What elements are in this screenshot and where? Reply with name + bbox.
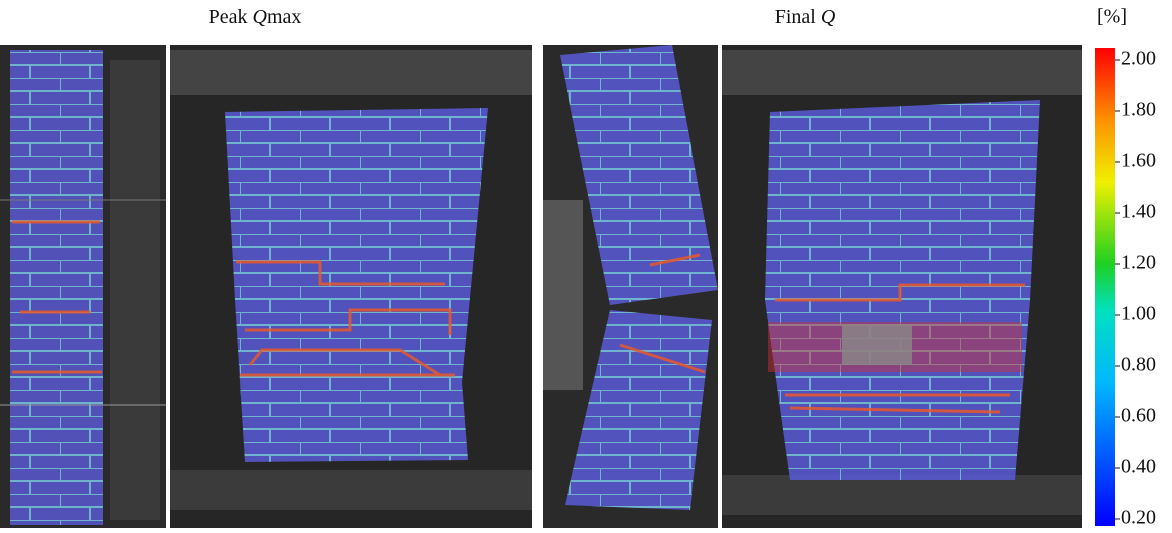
photo-front-peak — [170, 45, 532, 528]
title-symbol: Q — [253, 6, 268, 28]
photo-side-peak — [0, 45, 166, 528]
colorbar-tick-label: 0.20 — [1121, 507, 1156, 529]
colorbar — [1095, 48, 1115, 526]
title-text: Final — [775, 6, 821, 28]
colorbar-unit: [%] — [1097, 6, 1127, 28]
colorbar-tick-label: 2.00 — [1121, 48, 1156, 70]
panel-title: Peak Qmax — [209, 6, 302, 28]
colorbar-tick-label: 1.00 — [1121, 303, 1156, 325]
colorbar-tick-label: 1.20 — [1121, 252, 1156, 274]
title-subscript: max — [267, 6, 301, 28]
photo-front-final — [722, 45, 1082, 528]
photo-side-final — [543, 45, 718, 528]
colorbar-tick-label: 1.40 — [1121, 201, 1156, 223]
colorbar-tick-label: 0.80 — [1121, 354, 1156, 376]
colorbar-tick-label: 0.60 — [1121, 405, 1156, 427]
colorbar-tick-label: 0.40 — [1121, 456, 1156, 478]
title-symbol: Q — [821, 6, 836, 28]
colorbar-tick-label: 1.60 — [1121, 150, 1156, 172]
colorbar-tick-label: 1.80 — [1121, 99, 1156, 121]
panel-title: Final Q — [775, 6, 836, 28]
title-text: Peak — [209, 6, 253, 28]
